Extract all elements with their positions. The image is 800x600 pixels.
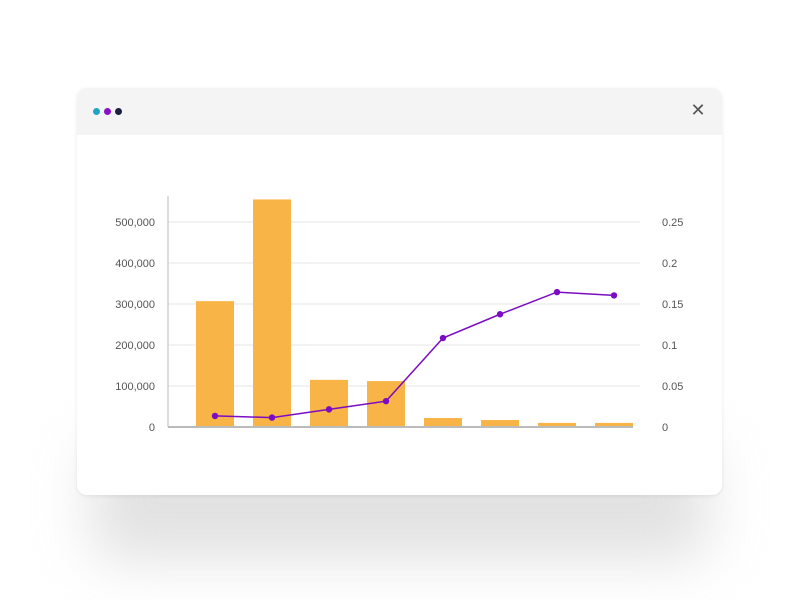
bar <box>538 422 576 427</box>
line-point <box>439 334 447 342</box>
right-tick-label: 0.25 <box>662 217 683 229</box>
bar <box>196 301 234 427</box>
bar <box>595 422 633 427</box>
close-icon[interactable]: ✕ <box>690 100 706 121</box>
left-tick-label: 0 <box>149 422 155 434</box>
line-point <box>325 406 333 413</box>
line-point <box>211 412 219 420</box>
line-point <box>610 292 618 299</box>
right-tick-label: 0.05 <box>662 381 683 393</box>
window-titlebar: ✕ <box>77 88 722 135</box>
window-dot-navy[interactable] <box>115 108 122 115</box>
line-point <box>268 414 276 421</box>
bar <box>424 417 462 427</box>
window-dot-teal[interactable] <box>93 108 100 115</box>
line-series <box>214 291 615 419</box>
window-dot-purple[interactable] <box>104 108 111 115</box>
bar <box>253 199 291 427</box>
left-tick-label: 200,000 <box>115 340 155 352</box>
bar <box>310 379 348 427</box>
right-tick-label: 0.2 <box>662 258 677 270</box>
bar <box>481 420 519 427</box>
right-tick-label: 0.15 <box>662 299 683 311</box>
left-tick-label: 300,000 <box>115 299 155 311</box>
line-point <box>496 311 504 318</box>
left-tick-label: 500,000 <box>115 217 155 229</box>
left-tick-label: 400,000 <box>115 258 155 270</box>
line-point <box>553 288 561 296</box>
right-tick-label: 0 <box>662 422 668 434</box>
right-tick-label: 0.1 <box>662 340 677 352</box>
line-point <box>382 397 390 405</box>
left-tick-label: 100,000 <box>115 381 155 393</box>
